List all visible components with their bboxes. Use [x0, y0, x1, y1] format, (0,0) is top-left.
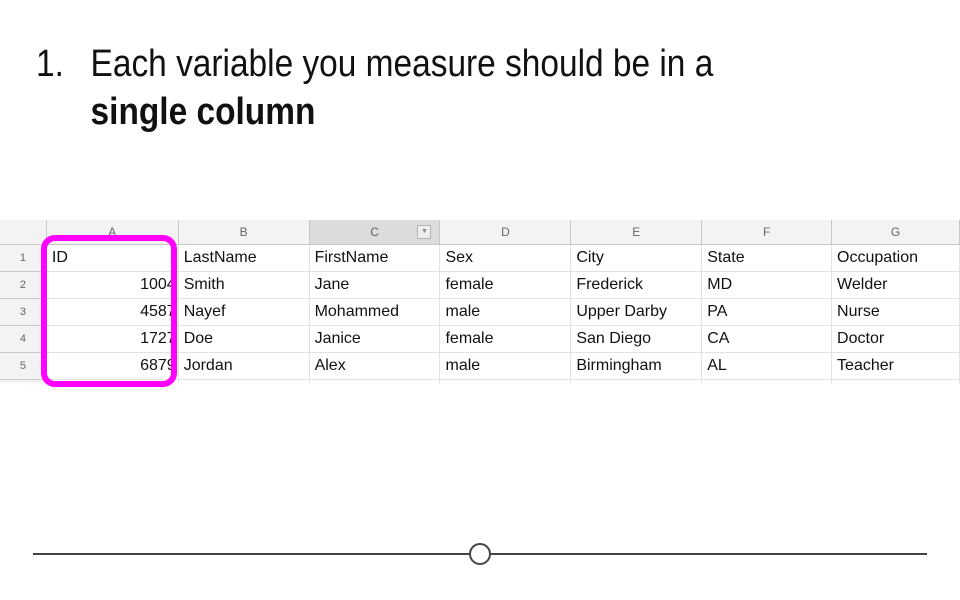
heading-line-1: 1. Each variable you measure should be in… [36, 40, 713, 88]
table-row: 3 4587 Nayef Mohammed male Upper Darby P… [0, 298, 960, 326]
cell-lastname[interactable]: Jordan [178, 352, 310, 380]
cell-city[interactable]: Birmingham [570, 352, 703, 380]
cell-state-header[interactable]: State [701, 244, 833, 272]
column-header-c[interactable]: C ▼ [309, 220, 441, 245]
cell-id[interactable]: 6879 [46, 352, 179, 380]
row-header[interactable]: 4 [0, 325, 47, 353]
cell-id[interactable]: 1004 [46, 271, 179, 299]
list-number: 1. [36, 43, 64, 85]
cell-city[interactable]: Upper Darby [570, 298, 703, 326]
column-header-a[interactable]: A [46, 220, 179, 245]
heading-text: Each variable you measure should be in a [90, 43, 714, 85]
table-row: 5 6879 Jordan Alex male Birmingham AL Te… [0, 352, 960, 380]
cell-lastname[interactable]: Smith [178, 271, 310, 299]
slider-track-left [33, 553, 469, 555]
cell-state[interactable]: AL [701, 352, 833, 380]
filter-dropdown-icon[interactable]: ▼ [417, 225, 432, 239]
cell-id[interactable]: 1727 [46, 325, 179, 353]
spreadsheet: A B C ▼ D E F G 1 ID LastName FirstName S… [0, 220, 960, 383]
column-header-c-label: C [370, 225, 379, 239]
cell-state[interactable]: CA [701, 325, 833, 353]
cell-sex[interactable]: female [439, 271, 572, 299]
row-header[interactable]: 2 [0, 271, 47, 299]
table-row: 2 1004 Smith Jane female Frederick MD We… [0, 271, 960, 299]
cell-lastname[interactable]: Doe [178, 325, 310, 353]
table-row: 4 1727 Doe Janice female San Diego CA Do… [0, 325, 960, 353]
cell-lastname-header[interactable]: LastName [178, 244, 310, 272]
cell-sex[interactable]: male [439, 352, 572, 380]
cell-id[interactable]: 4587 [46, 298, 179, 326]
column-header-row: A B C ▼ D E F G [0, 220, 960, 245]
heading-emphasis: single column [90, 91, 316, 133]
row-header[interactable]: 3 [0, 298, 47, 326]
cell-occupation[interactable]: Doctor [831, 325, 960, 353]
cell-firstname-header[interactable]: FirstName [309, 244, 441, 272]
column-header-g[interactable]: G [831, 220, 960, 245]
slider-knob[interactable] [469, 543, 491, 565]
slide-heading: 1. Each variable you measure should be in… [36, 40, 713, 136]
cell-occupation[interactable]: Welder [831, 271, 960, 299]
cell-firstname[interactable]: Mohammed [309, 298, 441, 326]
slider-track-right [491, 553, 927, 555]
column-header-b[interactable]: B [178, 220, 310, 245]
cell-firstname[interactable]: Alex [309, 352, 441, 380]
cell-firstname[interactable]: Jane [309, 271, 441, 299]
cell-occupation-header[interactable]: Occupation [831, 244, 960, 272]
cell-city[interactable]: San Diego [570, 325, 703, 353]
column-header-f[interactable]: F [701, 220, 833, 245]
select-all-corner[interactable] [0, 220, 47, 245]
table-row-partial [0, 379, 960, 383]
row-header[interactable]: 5 [0, 352, 47, 380]
cell-city-header[interactable]: City [570, 244, 703, 272]
table-row: 1 ID LastName FirstName Sex City State O… [0, 244, 960, 272]
cell-lastname[interactable]: Nayef [178, 298, 310, 326]
cell-firstname[interactable]: Janice [309, 325, 441, 353]
row-header[interactable]: 1 [0, 244, 47, 272]
column-header-e[interactable]: E [570, 220, 703, 245]
cell-state[interactable]: MD [701, 271, 833, 299]
cell-id-header[interactable]: ID [46, 244, 179, 272]
column-header-d[interactable]: D [439, 220, 572, 245]
cell-occupation[interactable]: Teacher [831, 352, 960, 380]
cell-sex[interactable]: male [439, 298, 572, 326]
cell-state[interactable]: PA [701, 298, 833, 326]
cell-sex-header[interactable]: Sex [439, 244, 572, 272]
cell-city[interactable]: Frederick [570, 271, 703, 299]
cell-sex[interactable]: female [439, 325, 572, 353]
cell-occupation[interactable]: Nurse [831, 298, 960, 326]
